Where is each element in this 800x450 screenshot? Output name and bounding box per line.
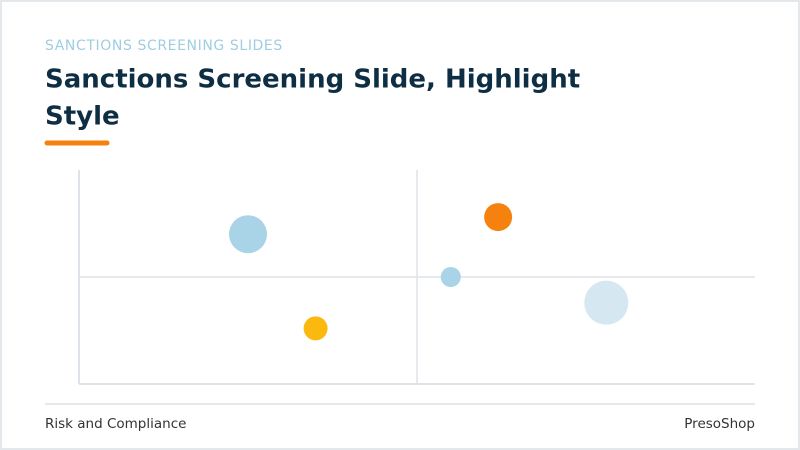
footer-left: Risk and Compliance bbox=[45, 416, 186, 432]
bubble bbox=[584, 280, 629, 325]
bubble bbox=[440, 267, 461, 287]
title: Style bbox=[45, 102, 120, 132]
kicker: SANCTIONS SCREENING SLIDES bbox=[45, 38, 283, 54]
title: Sanctions Screening Slide, Highlight bbox=[45, 65, 580, 95]
bubble bbox=[303, 316, 328, 341]
bubbles bbox=[229, 203, 629, 341]
bubble bbox=[229, 215, 267, 254]
bubble bbox=[484, 203, 513, 232]
footer-right: PresoShop bbox=[684, 416, 755, 432]
